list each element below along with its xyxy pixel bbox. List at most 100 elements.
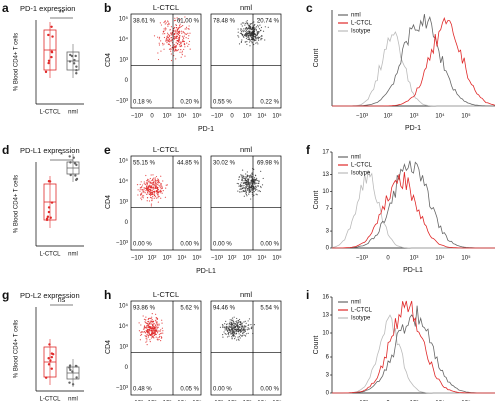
- data-point: [48, 180, 52, 183]
- event-dot: [242, 332, 244, 334]
- event-dot: [178, 40, 180, 42]
- event-dot: [240, 23, 242, 25]
- event-dot: [245, 322, 247, 324]
- event-dot: [145, 327, 147, 329]
- event-dot: [244, 189, 247, 191]
- quadrant-percent: 55.15 %: [133, 161, 156, 167]
- event-dot: [247, 35, 249, 37]
- event-dot: [149, 328, 151, 331]
- event-dot: [148, 334, 150, 336]
- panel-title: PD-L1 expression: [20, 146, 80, 155]
- event-dot: [244, 180, 246, 182]
- event-dot: [253, 178, 255, 180]
- event-dot: [264, 26, 266, 28]
- event-dot: [250, 176, 252, 179]
- event-dot: [153, 177, 155, 179]
- quadrant-percent: 0.00 %: [213, 387, 232, 393]
- data-point: [74, 364, 78, 368]
- y-tick-label: −10³: [116, 241, 128, 247]
- event-dot: [151, 193, 153, 195]
- data-point: [74, 54, 77, 58]
- event-dot: [235, 332, 237, 334]
- event-dot: [176, 29, 179, 31]
- event-dot: [256, 37, 258, 39]
- event-dot: [249, 29, 251, 31]
- event-dot: [231, 333, 233, 335]
- x-tick-label: 10⁴: [177, 255, 187, 262]
- event-dot: [158, 36, 161, 39]
- event-dot: [238, 178, 240, 181]
- event-dot: [151, 326, 153, 328]
- event-dot: [160, 197, 162, 199]
- event-dot: [157, 326, 159, 328]
- event-dot: [181, 41, 184, 43]
- event-dot: [160, 329, 162, 331]
- event-dot: [144, 319, 147, 321]
- event-dot: [251, 172, 253, 174]
- event-dot: [153, 197, 155, 199]
- event-dot: [146, 184, 148, 186]
- data-point: [75, 178, 78, 182]
- data-point: [69, 368, 72, 372]
- event-dot: [160, 340, 162, 342]
- y-axis-label: % Blood CD4+ T cells: [14, 320, 20, 378]
- event-dot: [238, 185, 240, 187]
- panel-letter: a: [2, 1, 9, 15]
- x-tick-label: 10⁵: [272, 400, 282, 401]
- event-dot: [170, 50, 172, 52]
- x-tick-label: −10³: [131, 114, 143, 120]
- event-dot: [244, 188, 246, 190]
- event-dot: [174, 48, 176, 50]
- histogram-curve: [332, 300, 495, 394]
- event-dot: [249, 45, 251, 47]
- event-dot: [253, 27, 255, 29]
- event-dot: [253, 168, 255, 170]
- event-dot: [251, 326, 253, 328]
- event-dot: [177, 43, 179, 45]
- event-dot: [238, 339, 240, 341]
- data-point: [50, 367, 53, 370]
- event-dot: [246, 20, 248, 22]
- event-dot: [222, 336, 224, 338]
- event-dot: [249, 32, 251, 34]
- event-dot: [180, 44, 182, 47]
- y-tick-label: 13: [322, 172, 329, 178]
- event-dot: [143, 325, 146, 327]
- event-dot: [177, 49, 180, 51]
- event-dot: [176, 35, 178, 38]
- event-dot: [170, 32, 172, 34]
- event-dot: [251, 173, 253, 175]
- event-dot: [146, 334, 148, 336]
- quadrant-percent: 78.48 %: [213, 19, 236, 25]
- event-dot: [164, 196, 167, 198]
- sample-title: L-CTCL: [153, 3, 179, 12]
- quadrant-percent: 20.74 %: [257, 19, 280, 25]
- event-dot: [163, 28, 165, 30]
- event-dot: [241, 187, 244, 190]
- event-dot: [154, 196, 157, 198]
- event-dot: [173, 37, 175, 40]
- event-dot: [165, 22, 167, 24]
- event-dot: [189, 48, 191, 50]
- event-dot: [230, 325, 232, 327]
- event-dot: [173, 44, 176, 46]
- event-dot: [233, 331, 235, 333]
- event-dot: [183, 35, 185, 37]
- event-dot: [150, 330, 152, 332]
- x-tick-label: −10³: [211, 256, 223, 262]
- event-dot: [162, 33, 164, 35]
- event-dot: [260, 30, 262, 32]
- event-dot: [254, 28, 256, 30]
- event-dot: [242, 35, 244, 37]
- histogram-curve: [332, 31, 495, 107]
- event-dot: [239, 188, 241, 190]
- sample-title: L-CTCL: [153, 290, 179, 299]
- event-dot: [160, 332, 162, 334]
- event-dot: [240, 182, 242, 184]
- quadrant-percent: 0.00 %: [260, 387, 279, 393]
- y-tick-label: 13: [322, 313, 329, 319]
- event-dot: [146, 340, 148, 342]
- y-tick-label: 10³: [119, 345, 128, 351]
- event-dot: [250, 180, 252, 182]
- y-axis-label: Count: [313, 191, 320, 210]
